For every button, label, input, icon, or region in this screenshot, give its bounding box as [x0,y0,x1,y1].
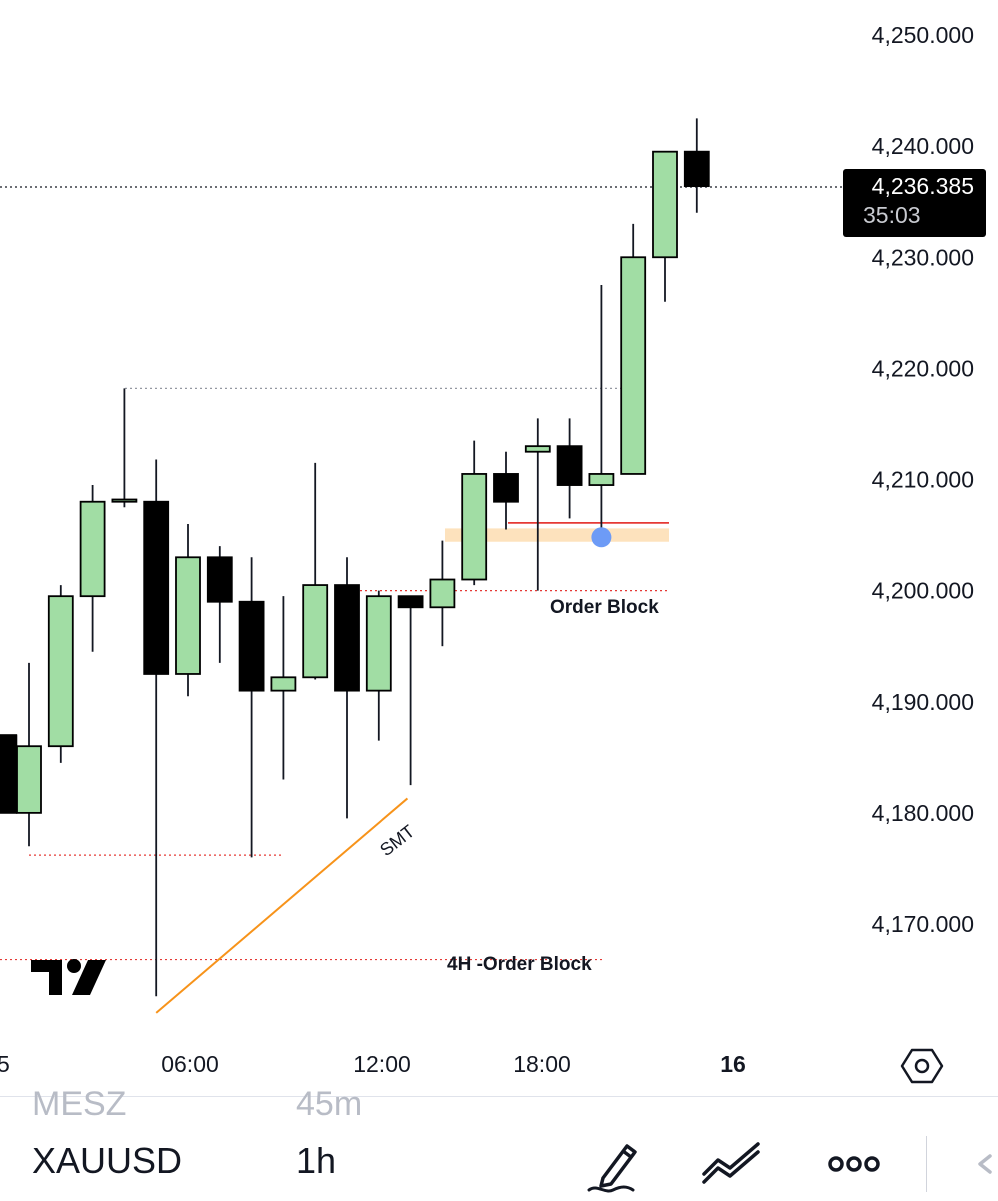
candle-body [206,556,233,603]
candle-body [47,595,74,748]
chart-settings-icon[interactable] [900,1048,944,1084]
candle-body [175,556,201,675]
order-block-label: Order Block [550,597,659,618]
toolbar-divider [926,1136,927,1192]
candle-body [524,445,551,453]
price-axis-label: 4,170.000 [872,911,974,937]
more-icon[interactable] [824,1134,884,1194]
ghost-interval-label: 45m [296,1085,363,1122]
candle-body [588,473,615,486]
bottom-toolbar [0,1096,998,1201]
marker-point [591,527,612,548]
countdown-label: 35:03 [863,202,921,228]
candle-body [652,150,678,259]
candle-body [0,734,18,814]
smt-label: SMT [376,821,418,860]
candle-body [16,745,42,814]
candle-body [493,473,519,503]
candle-body [397,595,424,609]
time-axis-label: 16 [720,1051,746,1077]
candle-body [302,584,329,679]
price-axis-label: 4,210.000 [872,467,974,493]
time-axis-label: 5 [0,1051,10,1077]
pencil-icon[interactable] [583,1134,643,1194]
tradingview-logo [31,959,106,995]
candle-body [79,500,106,598]
ghost-timezone-label: MESZ [32,1085,127,1122]
price-axis-label: 4,180.000 [872,800,974,826]
candle-body [111,498,138,503]
smt-line [155,797,409,1014]
time-axis-label: 06:00 [161,1051,219,1077]
price-axis-label: 4,240.000 [872,133,974,159]
candle-body [620,256,647,475]
symbol-button[interactable]: XAUUSD [32,1140,183,1181]
back-icon[interactable] [966,1134,998,1194]
candle-body [365,595,392,692]
candle-body [143,500,170,675]
last-price-badge [843,169,986,237]
price-axis-label: 4,190.000 [872,689,974,715]
h4-order-block-label: 4H -Order Block [447,954,592,975]
price-axis-label: 4,220.000 [872,355,974,381]
order-block-zone [445,528,669,542]
price-axis-label: 4,230.000 [872,244,974,270]
last-price-label: 4,236.385 [872,173,974,199]
candle-body [683,150,710,188]
price-axis-label: 4,250.000 [872,22,974,48]
candle-body [429,578,456,609]
trend-lines-icon[interactable] [700,1134,760,1194]
time-axis-label: 12:00 [353,1051,411,1077]
price-axis-label: 4,200.000 [872,578,974,604]
candle-body [556,445,583,486]
candle-body [461,473,488,581]
interval-button[interactable]: 1h [296,1140,337,1181]
candle-body [238,600,265,692]
price-chart[interactable]: Order Block 4H -Order Block SMT 4,250.000 4,… [0,0,998,1096]
candle-body [270,676,297,692]
time-axis-label: 18:00 [513,1051,571,1077]
candle-body [334,584,360,692]
